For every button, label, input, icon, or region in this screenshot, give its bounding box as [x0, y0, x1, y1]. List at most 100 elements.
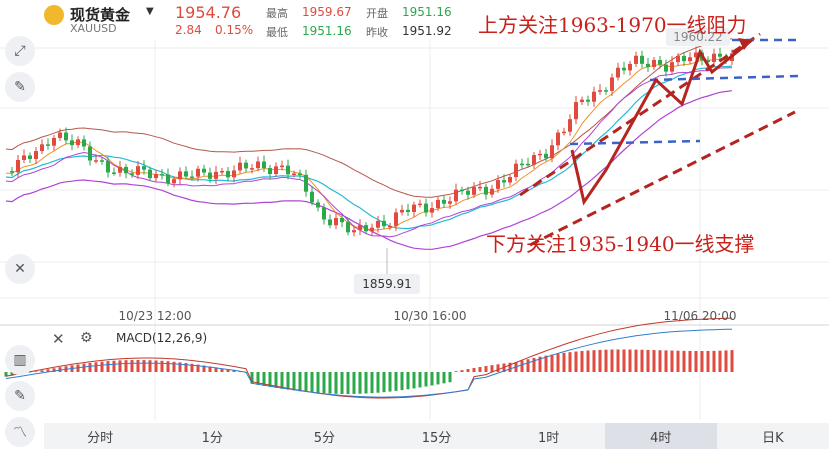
macd-label: MACD(12,26,9)	[116, 331, 208, 345]
macd-bar	[124, 360, 128, 372]
candle-body	[364, 225, 368, 232]
candle-body	[256, 161, 260, 169]
macd-bar	[310, 372, 314, 393]
candle-body	[466, 190, 470, 195]
macd-bar	[4, 372, 8, 377]
macd-bar	[706, 350, 710, 372]
candle-body	[490, 188, 494, 195]
macd-bar	[142, 360, 146, 372]
candle-body	[550, 145, 554, 159]
expand-icon[interactable]: ⤢	[5, 36, 35, 66]
macd-bar	[112, 360, 116, 372]
macd-bar	[364, 372, 368, 394]
candle-body	[502, 180, 506, 183]
candle-body	[412, 204, 416, 212]
macd-bar	[568, 352, 572, 372]
macd-bar	[376, 372, 380, 393]
candle-body	[232, 170, 236, 178]
timeframe-1[interactable]: 1分	[201, 430, 223, 446]
candle-body	[244, 162, 248, 169]
prev-close-value: 1951.92	[402, 24, 452, 38]
candle-body	[46, 144, 50, 146]
macd-bar	[604, 349, 608, 372]
zigzag-arrow-path	[570, 38, 753, 206]
indicator-icon[interactable]: ▥	[5, 345, 35, 375]
macd-bar	[190, 363, 194, 372]
candle-body	[580, 99, 584, 103]
macd-bar	[352, 372, 356, 394]
candle-body	[286, 165, 290, 175]
macd-bar	[718, 350, 722, 372]
current-price: 1954.76	[175, 3, 242, 22]
timeframe-5[interactable]: 4时	[604, 423, 717, 449]
macd-bar	[406, 372, 410, 390]
trend-tool-icon[interactable]: 〽	[5, 417, 35, 447]
macd-bar	[532, 357, 536, 372]
timeframe-0[interactable]: 分时	[87, 430, 114, 446]
candle-body	[280, 165, 284, 168]
timeframe-6[interactable]: 日K	[762, 430, 784, 446]
candle-body	[226, 170, 230, 178]
macd-bar	[556, 353, 560, 372]
candle-body	[400, 209, 404, 213]
draw-icon[interactable]: ✎	[5, 72, 35, 102]
price-change-pct: 0.15%	[215, 23, 254, 37]
macd-bar	[478, 367, 482, 372]
macd-bar	[250, 372, 254, 384]
candle-body	[514, 163, 518, 178]
timeframe-3[interactable]: 15分	[421, 430, 452, 446]
macd-bar	[460, 370, 464, 372]
x-axis-label: 10/30 16:00	[394, 309, 467, 323]
candle-body	[616, 67, 620, 78]
low-marker-label: 1859.91	[362, 277, 412, 291]
chevron-down-icon[interactable]: ▼	[146, 6, 154, 17]
candle-body	[124, 166, 128, 174]
macd-bar	[670, 350, 674, 372]
candle-body	[388, 225, 392, 228]
macd-close-icon[interactable]: ✕	[52, 330, 65, 348]
close-icon[interactable]: ✕	[5, 254, 35, 284]
candle-body	[520, 163, 524, 166]
macd-bar	[496, 364, 500, 372]
timeframe-2[interactable]: 5分	[313, 430, 335, 446]
macd-settings-icon[interactable]: ⚙	[80, 330, 93, 346]
symbol-code: XAUUSD	[70, 22, 117, 35]
macd-bar	[160, 360, 164, 372]
candle-body	[142, 166, 146, 170]
upper-trendline	[519, 32, 761, 197]
candle-body	[334, 218, 338, 226]
candle-body	[664, 64, 668, 72]
candle-body	[472, 187, 476, 195]
macd-bar	[52, 368, 56, 372]
symbol-name[interactable]: 现货黄金	[70, 6, 131, 24]
macd-bar	[574, 351, 578, 372]
macd-bar	[298, 372, 302, 392]
macd-bar	[712, 350, 716, 372]
macd-bar	[346, 372, 350, 394]
candle-body	[424, 203, 428, 213]
lower-band-line	[5, 90, 733, 250]
macd-bar	[82, 363, 86, 372]
candle-body	[112, 172, 116, 174]
candle-body	[718, 53, 722, 57]
candle-body	[604, 90, 608, 92]
candle-body	[304, 174, 308, 192]
support-annotation: 下方关注1935-1940一线支撑	[486, 232, 755, 256]
macd-bar	[676, 350, 680, 372]
macd-bar	[700, 351, 704, 372]
macd-bar	[646, 349, 650, 372]
candle-body	[676, 56, 680, 63]
macd-bar	[118, 360, 122, 372]
candle-body	[298, 173, 302, 176]
candle-body	[454, 189, 458, 202]
macd-bar	[358, 372, 362, 394]
candle-body	[448, 201, 452, 204]
macd-bar	[184, 363, 188, 372]
macd-bar	[688, 350, 692, 372]
pen-icon[interactable]: ✎	[5, 381, 35, 411]
timeframe-4[interactable]: 1时	[537, 430, 560, 446]
candle-body	[724, 56, 728, 62]
candle-body	[28, 155, 32, 160]
macd-bar	[484, 366, 488, 372]
